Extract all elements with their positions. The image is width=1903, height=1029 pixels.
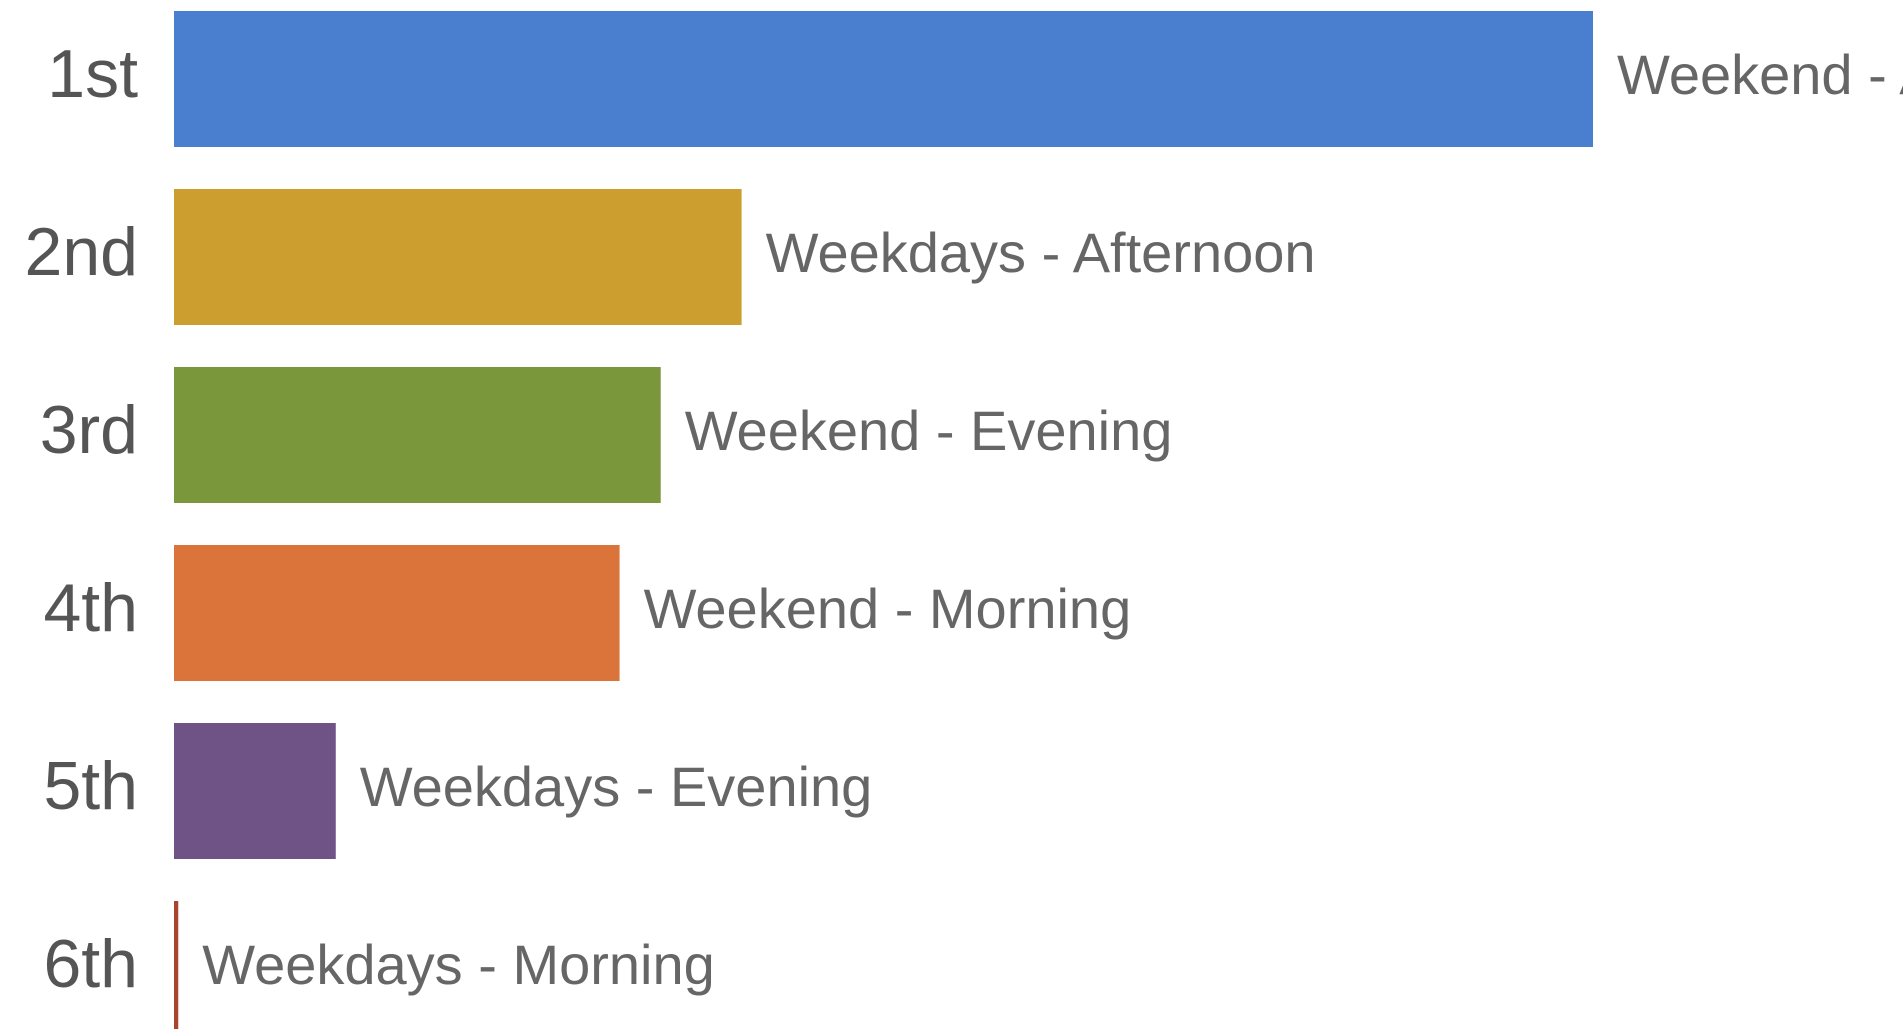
rank-label: 5th	[43, 748, 138, 824]
bar-label: Weekend - Afternoon	[1617, 43, 1903, 106]
bar	[174, 189, 742, 325]
rank-label: 2nd	[25, 214, 138, 290]
bar	[174, 723, 336, 859]
bar-label: Weekdays - Afternoon	[766, 221, 1316, 284]
bar	[174, 901, 179, 1029]
bar-label: Weekdays - Evening	[360, 755, 873, 818]
rank-label: 6th	[43, 926, 138, 1002]
rank-label: 1st	[47, 36, 138, 112]
rank-label: 3rd	[40, 392, 138, 468]
bar	[174, 11, 1593, 147]
bar-label: Weekend - Evening	[685, 399, 1173, 462]
bar	[174, 367, 661, 503]
bar-label: Weekend - Morning	[644, 577, 1132, 640]
bar-label: Weekdays - Morning	[202, 933, 715, 996]
rank-label: 4th	[43, 570, 138, 646]
bar	[174, 545, 620, 681]
